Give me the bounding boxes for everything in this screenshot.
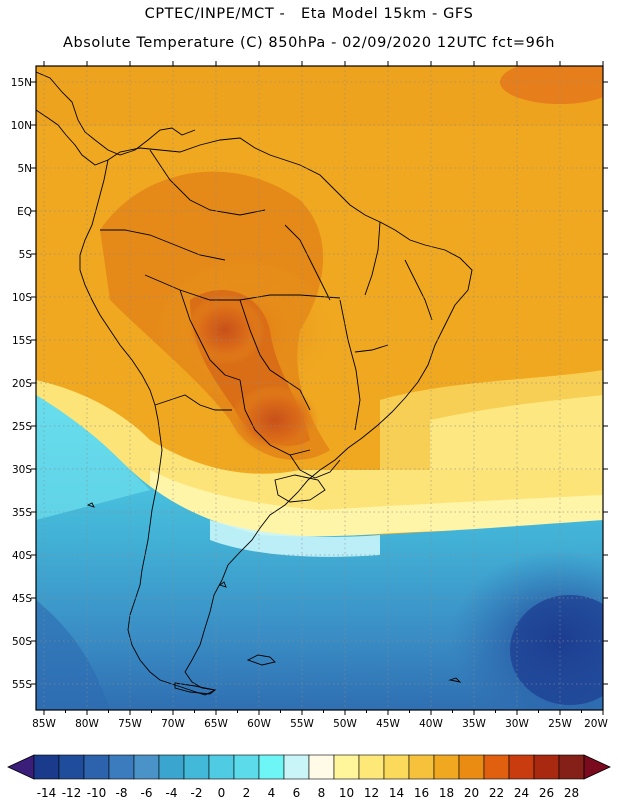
lat-label: EQ <box>17 206 32 218</box>
gridlines <box>36 66 603 710</box>
colorbar-right-extend <box>583 754 611 780</box>
colorbar-label: 18 <box>439 786 454 800</box>
longitude-labels: 85W 80W 75W 70W 65W 60W 55W 50W 45W 40W … <box>32 718 608 730</box>
colorbar-label: 6 <box>293 786 301 800</box>
colorbar-label: -10 <box>87 786 107 800</box>
colorbar-swatch <box>133 754 160 780</box>
colorbar-label: 24 <box>514 786 529 800</box>
colorbar-label: -8 <box>116 786 128 800</box>
colorbar-label: -4 <box>166 786 178 800</box>
colorbar-swatch <box>108 754 135 780</box>
colorbar-label: 2 <box>243 786 251 800</box>
lon-label: 40W <box>419 718 443 730</box>
colorbar-swatch <box>383 754 410 780</box>
colorbar-swatch <box>333 754 360 780</box>
lon-label: 80W <box>75 718 99 730</box>
lon-label: 55W <box>290 718 314 730</box>
colorbar-swatch <box>458 754 485 780</box>
lat-label: 10S <box>12 292 32 304</box>
colorbar-left-extend <box>7 754 35 780</box>
colorbar-swatch <box>183 754 210 780</box>
colorbar-swatches <box>33 754 585 780</box>
colorbar-label: 22 <box>489 786 504 800</box>
colorbar-swatch <box>408 754 435 780</box>
lon-label: 75W <box>118 718 142 730</box>
lon-label: 60W <box>247 718 271 730</box>
colorbar-swatch <box>33 754 60 780</box>
lon-label: 45W <box>376 718 400 730</box>
colorbar-label: 0 <box>218 786 226 800</box>
colorbar-label: 26 <box>539 786 554 800</box>
lon-label: 70W <box>161 718 185 730</box>
lon-label: 30W <box>505 718 529 730</box>
lon-label: 65W <box>204 718 228 730</box>
colorbar-label: 10 <box>339 786 354 800</box>
colorbar-label: 28 <box>564 786 579 800</box>
colorbar-label: -14 <box>37 786 57 800</box>
colorbar-swatch <box>558 754 585 780</box>
lat-label: 45S <box>12 593 32 605</box>
lat-label: 15S <box>12 335 32 347</box>
latitude-labels: 15N 10N 5N EQ 5S 10S 15S 20S 25S 30S 35S… <box>11 77 33 691</box>
lat-label: 50S <box>12 636 32 648</box>
colorbar-swatch <box>258 754 285 780</box>
colorbar-swatch <box>358 754 385 780</box>
axis-ticks <box>31 61 608 715</box>
lon-label: 20W <box>584 718 608 730</box>
lon-label: 50W <box>333 718 357 730</box>
colorbar-labels: -14 -12 -10 -8 -6 -4 -2 0 2 4 6 8 10 12 14 16 18 20 22 24 26… <box>37 786 579 800</box>
colorbar-label: -6 <box>141 786 153 800</box>
colorbar: -14 -12 -10 -8 -6 -4 -2 0 2 4 6 8 10 12 14 16 18 20 22 24 26… <box>7 754 611 800</box>
lon-label: 35W <box>462 718 486 730</box>
colorbar-swatch <box>283 754 310 780</box>
lat-label: 10N <box>11 120 32 132</box>
map-frame <box>35 65 604 711</box>
colorbar-swatch <box>308 754 335 780</box>
colorbar-label: 8 <box>318 786 326 800</box>
lat-label: 20S <box>12 378 32 390</box>
lat-label: 40S <box>12 550 32 562</box>
lon-label: 85W <box>32 718 56 730</box>
lat-label: 55S <box>12 679 32 691</box>
colorbar-swatch <box>233 754 260 780</box>
lat-label: 30S <box>12 464 32 476</box>
lat-label: 5N <box>17 163 32 175</box>
lon-label: 25W <box>548 718 572 730</box>
colorbar-label: 20 <box>464 786 479 800</box>
colorbar-label: 4 <box>268 786 276 800</box>
lat-label: 5S <box>19 249 33 261</box>
colorbar-swatch <box>208 754 235 780</box>
colorbar-swatch <box>433 754 460 780</box>
lat-label: 35S <box>12 507 32 519</box>
map-title-line2: Absolute Temperature (C) 850hPa - 02/09/… <box>62 35 556 51</box>
colorbar-label: 12 <box>364 786 379 800</box>
colorbar-swatch <box>158 754 185 780</box>
colorbar-swatch <box>83 754 110 780</box>
lat-label: 15N <box>11 77 32 89</box>
temperature-field <box>36 66 603 710</box>
colorbar-swatch <box>533 754 560 780</box>
colorbar-swatch <box>508 754 535 780</box>
colorbar-swatch <box>483 754 510 780</box>
map-title-line1: CPTEC/INPE/MCT - Eta Model 15km - GFS <box>144 6 474 22</box>
colorbar-swatch <box>58 754 85 780</box>
colorbar-label: -12 <box>62 786 82 800</box>
country-borders <box>36 71 473 696</box>
lat-label: 25S <box>12 421 32 433</box>
colorbar-label: 16 <box>414 786 429 800</box>
colorbar-label: -2 <box>191 786 203 800</box>
colorbar-label: 14 <box>389 786 404 800</box>
